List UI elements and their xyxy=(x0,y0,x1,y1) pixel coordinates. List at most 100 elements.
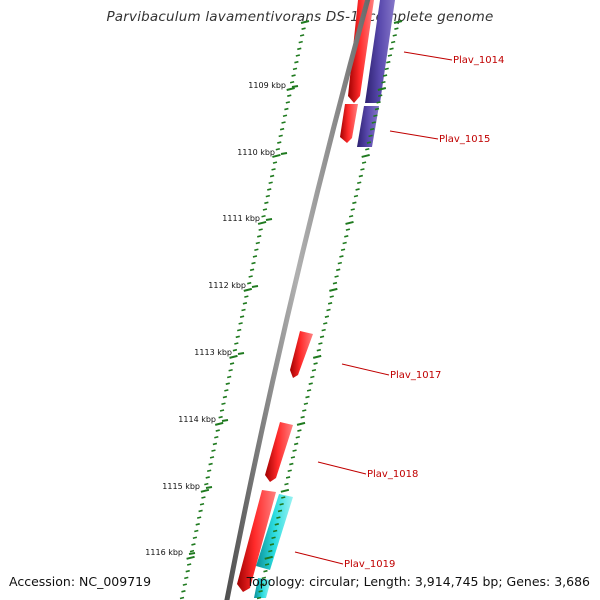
inner-ring-tick xyxy=(357,181,362,185)
inner-ring-tick xyxy=(302,409,307,412)
outer-ring-tick xyxy=(214,421,224,426)
map-title: Parvibaculum lavamentivorans DS-1, compl… xyxy=(106,9,494,25)
outer-ring-tick xyxy=(212,442,218,446)
inner-ring-tick xyxy=(306,389,312,392)
gene-label[interactable]: Plav_1014 xyxy=(453,55,504,66)
outer-ring-tick xyxy=(279,127,285,131)
outer-ring-tick xyxy=(218,415,223,419)
gene-bar-plav-1020[interactable] xyxy=(254,578,271,598)
accession-text: Accession: NC_009719 xyxy=(9,574,152,589)
outer-ring-tick xyxy=(209,456,215,459)
tick-label: 1113 kbp xyxy=(194,348,232,357)
major-tick xyxy=(280,152,288,155)
inner-ring-tick xyxy=(394,27,399,30)
outer-ring-tick xyxy=(242,302,248,305)
tick-label: 1111 kbp xyxy=(222,214,260,223)
inner-ring-tick xyxy=(264,555,273,560)
gene-bar-plav-1017[interactable] xyxy=(290,331,313,378)
outer-ring-tick xyxy=(179,596,185,600)
outer-ring-tick xyxy=(219,409,225,412)
major-tick xyxy=(188,552,196,555)
inner-ring-tick xyxy=(353,194,359,198)
gene-bar-plav-1015a[interactable] xyxy=(340,104,358,143)
outer-ring-tick xyxy=(287,94,292,97)
inner-ring-tick xyxy=(305,395,310,399)
outer-ring-tick xyxy=(224,389,229,392)
outer-ring-tick xyxy=(232,348,238,352)
outer-ring-tick xyxy=(237,328,242,332)
inner-ring-tick xyxy=(342,241,347,245)
gene-bar-plav-1019[interactable] xyxy=(237,490,276,592)
inner-ring-tick xyxy=(303,402,309,406)
inner-ring-tick xyxy=(319,335,325,339)
gene-bar-plav-1014b[interactable] xyxy=(365,0,395,103)
inner-ring-tick xyxy=(381,81,386,84)
gene-bar-plav-1015[interactable] xyxy=(357,106,379,147)
inner-ring-tick xyxy=(345,228,351,231)
outer-ring-tick xyxy=(251,261,256,265)
inner-ring-tick xyxy=(348,214,354,218)
inner-ring-tick xyxy=(289,462,294,466)
outer-ring-tick xyxy=(282,114,288,118)
inner-ring-tick xyxy=(339,255,344,258)
outer-ring-tick xyxy=(275,147,281,151)
inner-ring-tick xyxy=(318,342,323,345)
outer-ring-tick xyxy=(291,74,296,77)
gene-label[interactable]: Plav_1018 xyxy=(367,469,418,480)
outer-ring-tick xyxy=(182,583,188,586)
gene-bar-plav-1014[interactable] xyxy=(348,0,374,103)
gene-label[interactable]: Plav_1017 xyxy=(390,370,441,381)
major-tick xyxy=(221,419,229,422)
outer-ring-tick xyxy=(289,81,295,84)
outer-ring-tick xyxy=(294,60,299,64)
outer-ring-tick xyxy=(196,516,202,519)
outer-ring-tick xyxy=(247,281,252,285)
outer-ring-tick xyxy=(194,529,199,533)
outer-ring-tick xyxy=(186,563,192,566)
inner-ring-tick xyxy=(290,456,296,459)
outer-ring-tick xyxy=(238,322,243,325)
inner-ring-tick xyxy=(332,281,338,285)
inner-ring-tick xyxy=(393,20,403,24)
outer-ring-tick xyxy=(249,268,255,272)
outer-ring-tick xyxy=(185,569,190,573)
outer-ring-tick xyxy=(265,194,271,198)
inner-ring-tick xyxy=(293,442,299,446)
inner-ring-tick xyxy=(264,563,270,566)
inner-ring-tick xyxy=(256,596,262,600)
gene-bar-plav-1018[interactable] xyxy=(265,422,293,482)
inner-ring-tick xyxy=(382,74,388,77)
inner-ring-tick xyxy=(344,235,349,238)
inner-ring-tick xyxy=(316,348,321,352)
outer-ring-tick xyxy=(199,502,205,506)
inner-ring-tick xyxy=(311,369,317,372)
outer-ring-tick xyxy=(284,107,289,111)
inner-ring-tick xyxy=(284,482,289,486)
outer-ring-tick xyxy=(285,101,291,104)
outer-ring-tick xyxy=(272,161,278,164)
major-tick xyxy=(205,486,213,489)
inner-ring-tick xyxy=(321,328,326,332)
outer-ring-tick xyxy=(281,121,286,124)
inner-ring-tick xyxy=(300,415,305,419)
inner-ring-tick xyxy=(308,382,313,385)
inner-ring-tick xyxy=(368,134,373,138)
outer-ring-tick xyxy=(204,482,209,486)
outer-ring-tick xyxy=(257,235,262,238)
inner-ring-tick xyxy=(384,67,389,71)
outer-ring-tick xyxy=(205,476,210,479)
outer-ring-tick xyxy=(297,47,302,51)
tick-label: 1110 kbp xyxy=(237,148,275,157)
inner-ring-tick xyxy=(378,94,383,97)
inner-ring-tick xyxy=(334,275,339,278)
outer-ring-tick xyxy=(295,54,301,57)
inner-ring-tick xyxy=(361,161,367,164)
outer-ring-tick xyxy=(228,369,233,372)
gene-label[interactable]: Plav_1015 xyxy=(439,134,490,145)
inner-ring-tick xyxy=(272,529,278,533)
inner-ring-tick xyxy=(329,295,334,298)
gene-label[interactable]: Plav_1019 xyxy=(344,559,395,570)
outer-ring-tick xyxy=(234,342,239,345)
outer-ring-tick xyxy=(214,435,219,439)
